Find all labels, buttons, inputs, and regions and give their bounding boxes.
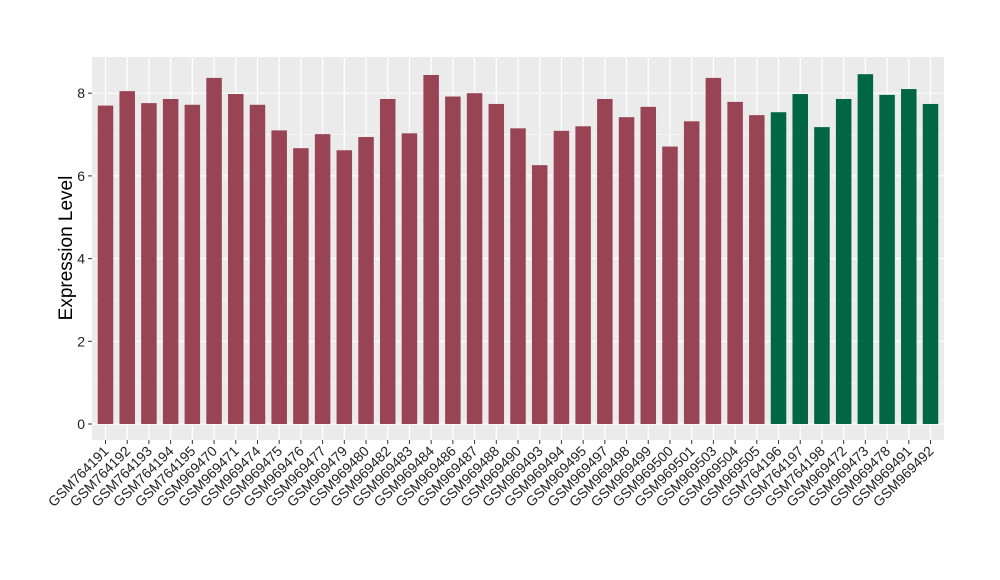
bar-GSM764195	[184, 104, 201, 424]
bar-GSM969488	[488, 103, 505, 425]
bar-GSM969478	[879, 94, 895, 424]
bar-GSM969504	[727, 101, 743, 425]
bar-GSM969501	[683, 121, 700, 425]
bar-GSM764193	[141, 103, 157, 425]
bars-group	[97, 74, 939, 425]
bar-GSM969479	[336, 150, 353, 424]
bar-GSM969484	[423, 75, 439, 425]
bar-GSM969480	[358, 137, 374, 424]
bar-GSM764198	[814, 127, 830, 425]
x-axis: GSM764191GSM764192GSM764193GSM764194GSM7…	[45, 440, 937, 510]
bar-GSM764191	[97, 105, 114, 424]
y-axis: 0 2 4 6 8	[77, 85, 92, 432]
bar-GSM969500	[662, 146, 678, 424]
bar-GSM764194	[162, 98, 179, 424]
bar-GSM969473	[857, 74, 874, 424]
y-tick-label: 8	[77, 85, 85, 101]
bar-GSM969471	[228, 94, 244, 424]
bar-GSM969499	[640, 106, 657, 425]
bar-GSM969472	[835, 98, 852, 424]
bar-GSM969470	[206, 77, 222, 424]
bar-GSM764192	[119, 91, 135, 424]
bar-GSM969474	[249, 104, 266, 424]
bar-GSM969490	[510, 128, 526, 424]
bar-GSM969494	[553, 130, 570, 425]
y-tick-label: 2	[77, 333, 85, 349]
y-tick-label: 6	[77, 168, 85, 184]
bar-GSM969475	[271, 130, 287, 425]
bar-GSM969477	[314, 134, 331, 424]
bar-GSM969476	[293, 148, 309, 424]
bar-GSM969505	[749, 115, 765, 424]
bar-GSM969492	[922, 103, 939, 425]
bar-GSM969486	[445, 96, 461, 425]
bar-GSM969495	[575, 126, 591, 424]
bar-GSM969497	[597, 98, 613, 424]
bar-GSM969487	[466, 93, 483, 424]
bar-GSM969503	[705, 77, 722, 424]
bar-GSM969498	[618, 117, 635, 425]
y-tick-label: 0	[77, 416, 85, 432]
bar-GSM969483	[401, 133, 418, 424]
bar-GSM969482	[379, 98, 396, 424]
bar-GSM969491	[901, 89, 917, 424]
bar-GSM764196	[770, 112, 787, 424]
bar-GSM764197	[792, 94, 808, 424]
bar-GSM969493	[531, 165, 548, 425]
y-axis-title: Expression Level	[56, 176, 77, 321]
y-tick-label: 4	[77, 251, 85, 267]
